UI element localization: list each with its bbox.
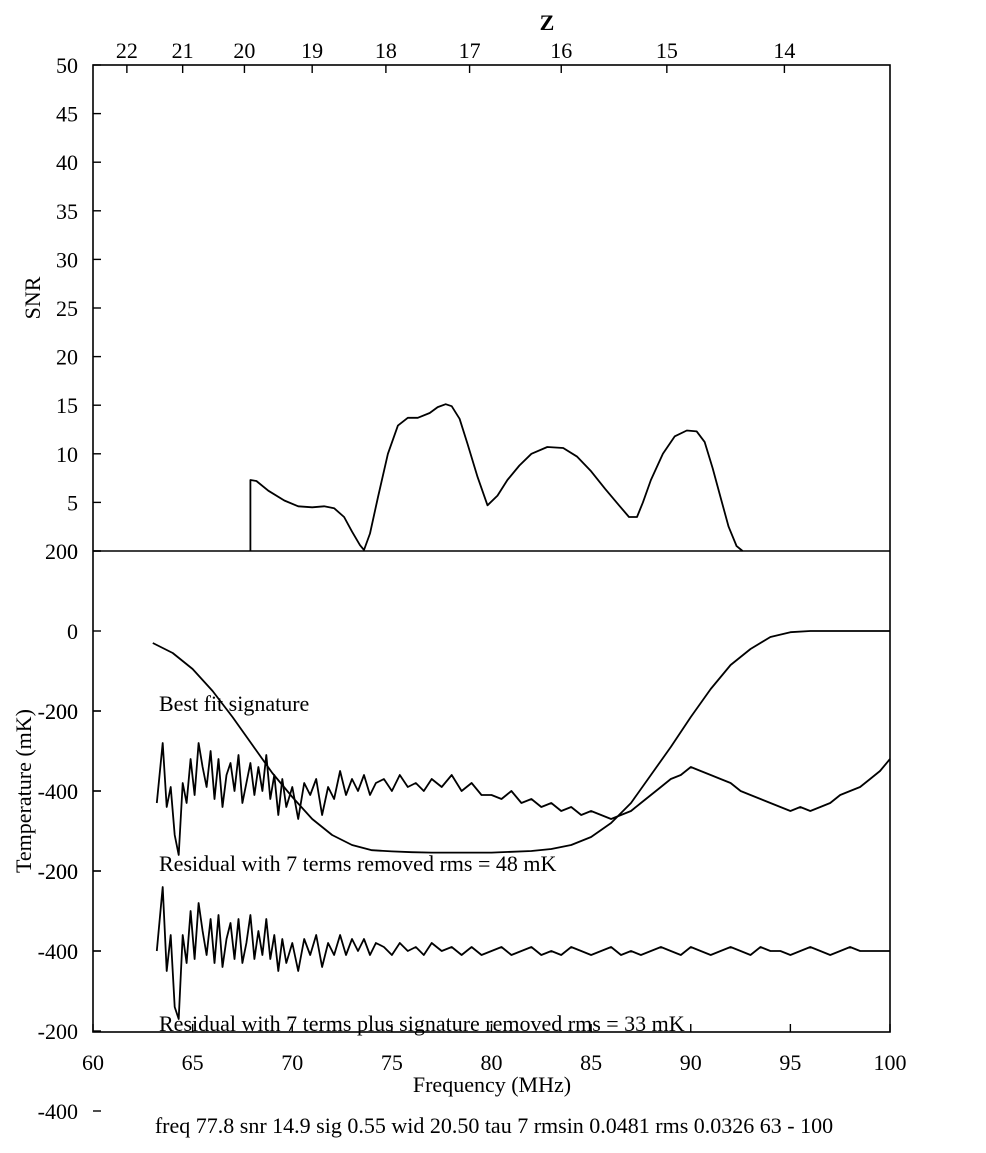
snr-tick-label: 5 <box>67 490 78 515</box>
trace-label: Residual with 7 terms removed rms = 48 m… <box>159 851 556 876</box>
x-tick-label: 95 <box>779 1050 801 1075</box>
chart-curves <box>152 403 891 1020</box>
top-tick-label: 15 <box>656 38 678 63</box>
temperature-tick-label: 200 <box>45 859 78 884</box>
top-tick-label: 21 <box>172 38 194 63</box>
snr-tick-label: 45 <box>56 102 78 127</box>
snr-tick-label: 15 <box>56 393 78 418</box>
x-tick-label: 85 <box>580 1050 602 1075</box>
snr-tick-label: 30 <box>56 247 78 272</box>
top-tick-label: 17 <box>459 38 481 63</box>
x-axis-ticks: 60 65 70 75 80 85 90 95 100 <box>82 1024 907 1075</box>
residual-signature-removed-trace <box>155 886 890 1020</box>
top-tick-label: 22 <box>116 38 138 63</box>
temperature-axis-title: Temperature (mK) <box>11 709 36 873</box>
temperature-tick-label: 0 <box>67 939 78 964</box>
temperature-tick-label: -200 <box>38 699 78 724</box>
x-tick-label: 80 <box>481 1050 503 1075</box>
snr-axis-ticks: 0 5 10 15 20 25 30 35 40 45 50 <box>56 53 101 564</box>
trace-label: Residual with 7 terms plus signature rem… <box>159 1011 685 1036</box>
snr-axis-title: SNR <box>20 276 45 319</box>
snr-tick-label: 20 <box>56 345 78 370</box>
temperature-tick-label: 0 <box>67 779 78 804</box>
x-tick-label: 60 <box>82 1050 104 1075</box>
temperature-tick-label: -400 <box>38 779 78 804</box>
temperature-tick-label: -400 <box>38 939 78 964</box>
footer-summary: freq 77.8 snr 14.9 sig 0.55 wid 20.50 ta… <box>155 1113 833 1138</box>
x-tick-label: 90 <box>680 1050 702 1075</box>
snr-tick-label: 40 <box>56 150 78 175</box>
top-tick-label: 20 <box>233 38 255 63</box>
trace-labels: Best fit signature Residual with 7 terms … <box>159 691 685 1036</box>
temperature-tick-label: 200 <box>45 539 78 564</box>
residual-7-terms-trace <box>155 742 891 856</box>
trace-label: Best fit signature <box>159 691 309 716</box>
x-tick-label: 70 <box>281 1050 303 1075</box>
top-tick-label: 16 <box>550 38 572 63</box>
temperature-tick-label: -400 <box>38 1099 78 1124</box>
snr-tick-label: 25 <box>56 296 78 321</box>
temperature-tick-label: 200 <box>45 699 78 724</box>
top-tick-label: 18 <box>375 38 397 63</box>
snr-tick-label: 0 <box>67 539 78 564</box>
best-fit-signature-trace <box>152 630 890 854</box>
temperature-tick-label: -200 <box>38 1019 78 1044</box>
plot-frame <box>92 64 891 1033</box>
temperature-tick-label: -200 <box>38 859 78 884</box>
x-tick-label: 75 <box>381 1050 403 1075</box>
x-tick-label: 100 <box>874 1050 907 1075</box>
x-axis-title: Frequency (MHz) <box>413 1072 571 1097</box>
top-axis-ticks: 22 21 20 19 18 17 16 15 14 <box>116 38 795 73</box>
snr-tick-label: 35 <box>56 199 78 224</box>
x-tick-label: 65 <box>182 1050 204 1075</box>
temperature-tick-label: 0 <box>67 619 78 644</box>
top-axis-title: Z <box>540 10 555 35</box>
snr-tick-label: 10 <box>56 442 78 467</box>
snr-curve <box>249 403 744 552</box>
snr-tick-label: 50 <box>56 53 78 78</box>
top-tick-label: 19 <box>301 38 323 63</box>
top-tick-label: 14 <box>773 38 795 63</box>
